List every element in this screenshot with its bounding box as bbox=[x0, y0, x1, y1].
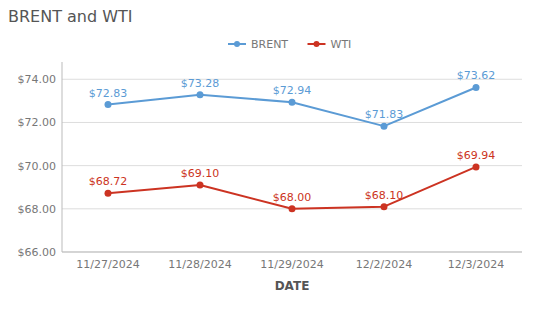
data-label: $69.94 bbox=[457, 149, 496, 162]
x-axis-line bbox=[62, 252, 522, 253]
x-tick-label: 11/29/2024 bbox=[260, 258, 323, 271]
x-axis-label: DATE bbox=[275, 279, 310, 293]
y-tick-label: $72.00 bbox=[18, 116, 57, 129]
y-tick-label: $66.00 bbox=[18, 246, 57, 259]
point bbox=[197, 182, 204, 189]
data-label: $72.94 bbox=[273, 84, 312, 97]
data-label: $68.00 bbox=[273, 191, 312, 204]
y-tick-label: $74.00 bbox=[18, 73, 57, 86]
point bbox=[289, 99, 296, 106]
grid-line bbox=[62, 79, 522, 80]
point bbox=[381, 203, 388, 210]
legend-label: WTI bbox=[331, 38, 352, 51]
data-label: $69.10 bbox=[181, 167, 220, 180]
grid-line bbox=[62, 165, 522, 166]
data-label: $73.62 bbox=[457, 69, 496, 82]
legend-marker bbox=[234, 41, 240, 47]
grid-line bbox=[62, 122, 522, 123]
point bbox=[473, 163, 480, 170]
x-tick-label: 12/2/2024 bbox=[356, 258, 412, 271]
data-labels: $72.83 $73.28 $72.94 $71.83 $73.62 $68.72 $69.… bbox=[89, 69, 496, 203]
y-tick-label: $68.00 bbox=[18, 203, 57, 216]
data-label: $72.83 bbox=[89, 87, 128, 100]
x-tick-label: 11/27/2024 bbox=[76, 258, 139, 271]
grid-line bbox=[62, 252, 522, 253]
point bbox=[473, 84, 480, 91]
data-label: $68.10 bbox=[365, 189, 404, 202]
point bbox=[105, 101, 112, 108]
series-line bbox=[108, 167, 476, 209]
data-label: $73.28 bbox=[181, 77, 220, 90]
point bbox=[105, 190, 112, 197]
plot-area bbox=[105, 84, 480, 212]
legend-marker bbox=[314, 41, 320, 47]
y-tick-label: $70.00 bbox=[18, 160, 57, 173]
data-label: $71.83 bbox=[365, 108, 404, 121]
title: BRENT and WTI bbox=[8, 7, 133, 26]
data-label: $68.72 bbox=[89, 175, 128, 188]
point bbox=[289, 205, 296, 212]
point bbox=[197, 91, 204, 98]
x-tick-label: 11/28/2024 bbox=[168, 258, 231, 271]
legend-label: BRENT bbox=[251, 38, 288, 51]
point bbox=[381, 123, 388, 130]
y-axis-line bbox=[62, 62, 63, 252]
x-tick-label: 12/3/2024 bbox=[448, 258, 504, 271]
chart: BRENT and WTI $66.00 $68.00 $70.00 $72.00 $74… bbox=[0, 0, 542, 314]
legend: BRENT WTI bbox=[228, 38, 351, 51]
